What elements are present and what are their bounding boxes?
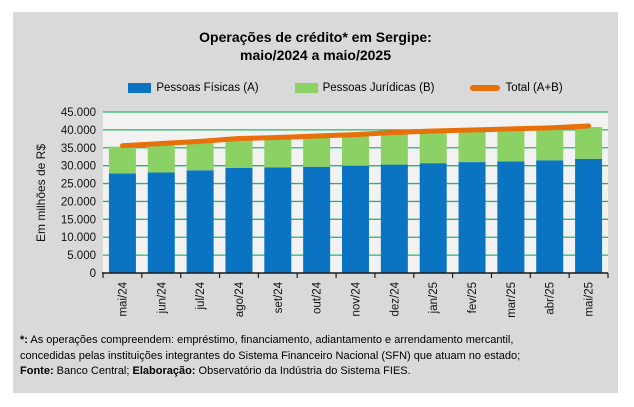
footnote-note-text: As operações compreendem: empréstimo, fi… [20,334,521,362]
legend-label-pessoas-juridicas: Pessoas Jurídicas (B) [322,82,435,94]
bar-pessoas-fisicas [419,163,447,273]
bar-pessoas-fisicas [497,161,525,273]
bar-pessoas-juridicas [108,146,136,174]
x-tick-label: abr/25 [545,282,557,315]
bar-pessoas-juridicas [147,144,175,173]
legend-item-pessoas-juridicas: Pessoas Jurídicas (B) [294,82,435,94]
x-tick-label: jan/25 [428,282,440,314]
credit-operations-chart: 0 5.000 10.000 15.000 20.000 25.000 30.000 35.0… [34,107,609,318]
y-tick-label: 15.000 [61,214,96,226]
chart-title-line1: Operações de crédito* em Sergipe: [199,29,432,45]
y-tick-label: 0 [90,268,96,280]
legend-label-pessoas-fisicas: Pessoas Físicas (A) [156,82,259,94]
bar-pessoas-fisicas [536,160,564,273]
footnote-elaboracao-text: Observatório da Indústria do Sistema FIE… [198,365,411,378]
y-tick-label: 35.000 [61,143,96,155]
y-axis-title: Em milhões de R$ [34,144,48,242]
bar-pessoas-fisicas [147,172,175,273]
bar-pessoas-fisicas [458,162,486,273]
x-tick-label: mai/24 [117,281,129,316]
y-tick-label: 10.000 [61,232,96,244]
bar-pessoas-juridicas [458,130,486,163]
x-tick-label: dez/24 [389,281,401,316]
legend-item-total: Total (A+B) [470,82,563,94]
chart-title-line2: maio/2024 a maio/2025 [240,47,391,64]
y-tick-label: 40.000 [61,125,96,137]
y-tick-label: 25.000 [61,179,96,191]
y-tick-label: 45.000 [61,107,96,119]
chart-footnote: *: As operações compreendem: empréstimo,… [20,333,565,380]
legend-label-total: Total (A+B) [505,82,563,94]
bar-pessoas-juridicas [419,132,447,164]
legend-swatch-pessoas-fisicas-icon [128,83,152,93]
x-tick-label: set/24 [273,281,285,313]
bar-pessoas-juridicas [575,127,603,159]
x-tick-label: ago/24 [234,281,246,317]
bar-pessoas-juridicas [380,133,408,165]
bar-pessoas-fisicas [108,173,136,273]
footnote-fonte-label: Fonte: [20,365,54,378]
bar-pessoas-fisicas [264,167,292,273]
chart-legend: Pessoas Físicas (A) Pessoas Jurídicas (B… [43,82,634,94]
bar-pessoas-fisicas [380,164,408,273]
x-tick-label: mai/25 [584,282,596,317]
bar-pessoas-juridicas [497,129,525,162]
bar-pessoas-fisicas [342,165,369,273]
chart-panel: Operações de crédito* em Sergipe: maio/2… [13,12,618,393]
bar-pessoas-juridicas [536,128,564,161]
x-tick-label: jun/24 [156,281,168,314]
legend-swatch-total-line-icon [470,85,501,91]
bar-pessoas-fisicas [303,166,331,273]
footnote-fonte-text: Banco Central; [56,365,130,378]
footnote-elaboracao-label: Elaboração: [132,365,196,378]
total-line [119,123,592,149]
bar-pessoas-fisicas [575,158,603,273]
bar-pessoas-juridicas [186,142,214,171]
x-tick-label: out/24 [312,281,324,314]
y-tick-label: 5.000 [67,250,96,262]
legend-item-pessoas-fisicas: Pessoas Físicas (A) [128,82,259,94]
bar-pessoas-juridicas [264,138,292,168]
bar-pessoas-fisicas [186,170,214,273]
legend-swatch-pessoas-juridicas-icon [294,83,318,93]
x-tick-label: nov/24 [351,281,363,316]
chart-title: Operações de crédito* em Sergipe: maio/2… [13,12,618,65]
bar-pessoas-juridicas [342,135,369,166]
bar-pessoas-fisicas [225,167,253,273]
x-tick-label: fev/25 [467,282,479,313]
x-tick-label: mar/25 [506,282,518,318]
y-tick-label: 30.000 [61,161,96,173]
x-tick-label: jul/24 [195,281,207,310]
bar-pessoas-juridicas [225,139,253,168]
footnote-asterisk-label: *: [20,334,28,346]
y-tick-label: 20.000 [61,196,96,208]
bar-pessoas-juridicas [303,137,331,167]
